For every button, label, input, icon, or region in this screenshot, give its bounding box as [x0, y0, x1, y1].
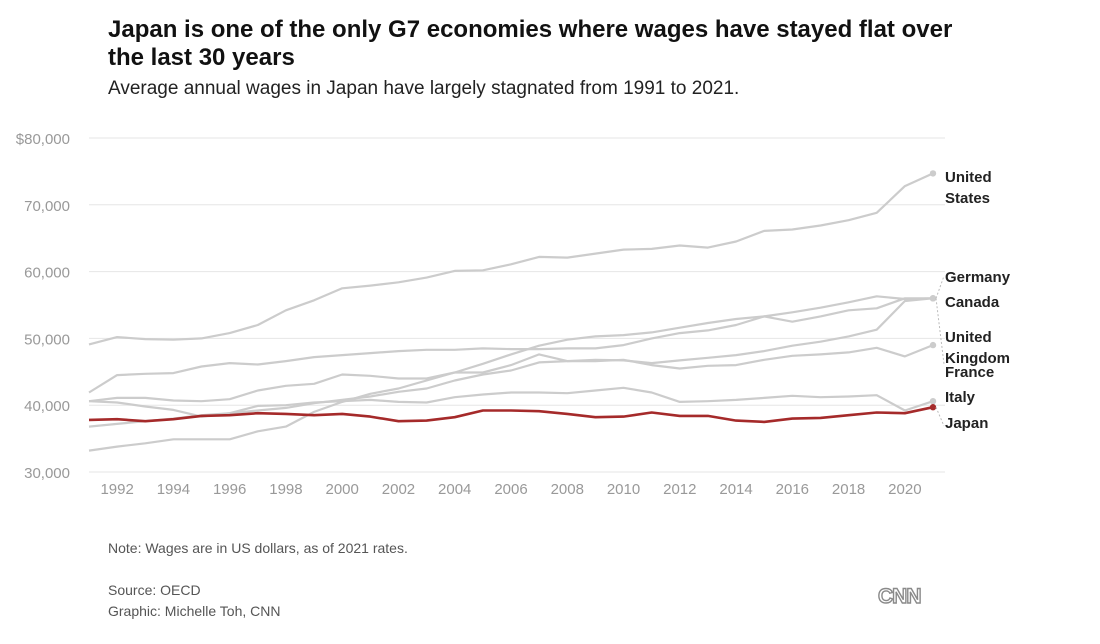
series-endpoint-japan	[929, 404, 937, 411]
x-tick-label: 1998	[269, 481, 302, 498]
label-leader-line	[935, 275, 945, 299]
x-tick-label: 2000	[326, 481, 359, 498]
series-labels: United States Germany Canada United KingdomFr…	[935, 169, 1011, 432]
y-axis-ticks: 30,000 40,000 50,000 60,000 70,000 $80,000	[16, 131, 70, 482]
y-tick-label: 50,000	[24, 331, 70, 348]
label-leader-line	[935, 407, 945, 427]
cnn-logo: CNN	[877, 584, 922, 608]
x-tick-label: 2014	[719, 481, 752, 498]
x-tick-label: 2018	[832, 481, 865, 498]
series-endpoint-united-states	[929, 170, 937, 177]
series-line-united-kingdom	[88, 297, 933, 452]
series-label-canada: Canada	[945, 294, 1000, 311]
x-tick-label: 1992	[100, 481, 133, 498]
series-line-italy	[88, 386, 934, 418]
x-tick-label: 2004	[438, 481, 471, 498]
x-tick-label: 2010	[607, 481, 640, 498]
series-line-canada	[88, 297, 934, 428]
series-label-germany: Germany	[945, 269, 1011, 286]
x-tick-label: 2016	[776, 481, 809, 498]
series-label-italy: Italy	[945, 389, 976, 406]
source-line: Source: OECD	[108, 582, 201, 598]
series-label-united-kingdom: United Kingdom	[945, 329, 1010, 367]
series-line-france	[88, 344, 934, 403]
x-tick-label: 2006	[494, 481, 527, 498]
y-tick-label: 30,000	[24, 465, 70, 482]
series-label-united-states: United States	[945, 169, 992, 207]
y-tick-label: 70,000	[24, 198, 70, 215]
x-tick-label: 1996	[213, 481, 246, 498]
x-tick-label: 2008	[551, 481, 584, 498]
credit-line: Graphic: Michelle Toh, CNN	[108, 603, 281, 619]
chart-note: Note: Wages are in US dollars, as of 202…	[108, 540, 408, 556]
series-lines	[88, 170, 937, 452]
chart-title: Japan is one of the only G7 economies wh…	[108, 16, 953, 71]
x-tick-label: 2002	[382, 481, 415, 498]
y-tick-label: 40,000	[24, 398, 70, 415]
chart-subtitle: Average annual wages in Japan have large…	[108, 78, 740, 99]
series-line-united-states	[88, 172, 934, 346]
x-tick-label: 2012	[663, 481, 696, 498]
label-leader-line	[935, 298, 945, 365]
series-line-germany	[88, 295, 934, 394]
gridlines	[89, 137, 945, 473]
y-tick-label: $80,000	[16, 131, 70, 148]
y-tick-label: 60,000	[24, 265, 70, 282]
x-tick-label: 1994	[157, 481, 190, 498]
x-tick-label: 2020	[888, 481, 921, 498]
series-label-japan: Japan	[945, 415, 988, 432]
x-axis-ticks: 1992 1994 1996 1998 2000 2002 2004 2006 2008 2010…	[100, 481, 921, 498]
series-endpoint-france	[929, 341, 937, 349]
series-endpoint-italy	[929, 397, 937, 405]
series-label-france: France	[945, 364, 994, 381]
chart-source: Source: OECD Graphic: Michelle Toh, CNN	[108, 580, 280, 622]
series-endpoint-united-kingdom	[929, 295, 937, 302]
series-line-japan	[88, 405, 934, 424]
